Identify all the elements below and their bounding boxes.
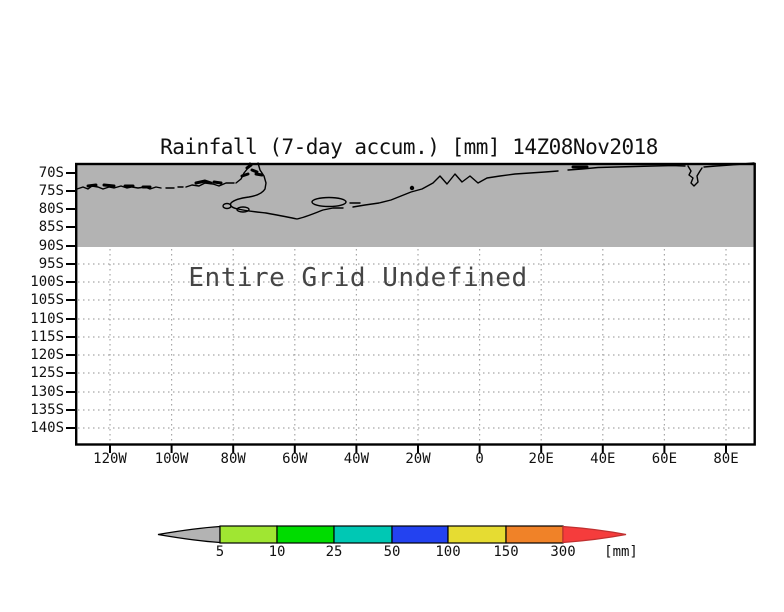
colorbar-tick-label: 100 <box>435 544 460 560</box>
colorbar-tick-label: 150 <box>493 544 518 560</box>
y-axis-label: 120S <box>4 348 64 362</box>
y-axis-label: 125S <box>4 366 64 380</box>
colorbar-segment <box>448 526 506 543</box>
y-axis-label: 85S <box>4 220 64 234</box>
x-axis-label: 0 <box>475 451 483 467</box>
x-axis-label: 120W <box>93 451 127 467</box>
colorbar-segment <box>506 526 563 543</box>
undefined-grid-notice: Entire Grid Undefined <box>188 263 527 293</box>
y-axis-label: 75S <box>4 184 64 198</box>
colorbar-tick-label: 50 <box>384 544 401 560</box>
rainfall-map-figure: Rainfall (7-day accum.) [mm] 14Z08Nov201… <box>0 0 784 612</box>
x-axis-label: 80W <box>221 451 246 467</box>
x-axis-label: 100W <box>155 451 189 467</box>
y-axis-label: 135S <box>4 403 64 417</box>
map-canvas <box>0 0 784 612</box>
colorbar-segment <box>220 526 277 543</box>
y-axis-label: 100S <box>4 275 64 289</box>
y-axis-label: 130S <box>4 385 64 399</box>
colorbar-underflow-arrow <box>158 527 220 543</box>
small-island-3 <box>411 187 414 190</box>
x-axis-label: 20E <box>529 451 554 467</box>
colorbar <box>158 526 626 543</box>
colorbar-tick-label: 300 <box>550 544 575 560</box>
y-axis-label: 110S <box>4 312 64 326</box>
colorbar-segment <box>392 526 448 543</box>
x-axis-label: 40W <box>344 451 369 467</box>
colorbar-unit-label: [mm] <box>604 544 638 560</box>
colorbar-overflow-arrow <box>563 527 626 543</box>
x-axis-label: 40E <box>590 451 615 467</box>
colorbar-tick-label: 10 <box>269 544 286 560</box>
colorbar-tick-label: 5 <box>216 544 224 560</box>
y-axis-label: 90S <box>4 239 64 253</box>
x-axis-label: 60W <box>282 451 307 467</box>
y-axis-label: 140S <box>4 421 64 435</box>
y-axis-label: 95S <box>4 257 64 271</box>
x-axis-label: 80E <box>713 451 738 467</box>
colorbar-segment <box>277 526 334 543</box>
y-axis-label: 105S <box>4 293 64 307</box>
y-axis-label: 115S <box>4 330 64 344</box>
x-axis-label: 20W <box>405 451 430 467</box>
coastline-ice-blobs-mid <box>196 181 221 183</box>
colorbar-segment <box>334 526 392 543</box>
y-axis-label: 70S <box>4 166 64 180</box>
colorbar-tick-label: 25 <box>326 544 343 560</box>
undefined-region <box>77 165 754 248</box>
x-axis-label: 60E <box>652 451 677 467</box>
y-axis-label: 80S <box>4 202 64 216</box>
